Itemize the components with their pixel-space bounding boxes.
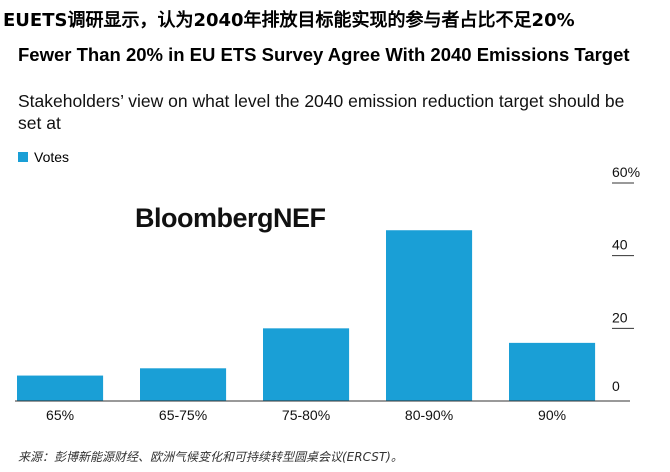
bloombergnef-logo: BloombergNEF [135, 203, 326, 233]
x-tick-label: 65% [46, 407, 74, 423]
bar-65-75% [140, 368, 227, 401]
legend-label: Votes [34, 149, 70, 165]
x-tick-label: 75-80% [282, 407, 330, 423]
headline-chinese: EUETS调研显示，认为2040年排放目标能实现的参与者占比不足20% [3, 10, 575, 31]
x-tick-label: 90% [538, 407, 566, 423]
bar-75-80% [263, 328, 350, 401]
chart-subtitle: Stakeholders’ view on what level the 204… [18, 91, 625, 133]
y-tick-label: 60% [612, 164, 640, 180]
y-tick-label: 0 [612, 378, 620, 394]
y-tick-label: 40 [612, 237, 628, 253]
source-note: 来源：彭博新能源财经、欧洲气候变化和可持续转型圆桌会议(ERCST)。 [18, 450, 403, 464]
x-tick-label: 80-90% [405, 407, 453, 423]
chart-title: Fewer Than 20% in EU ETS Survey Agree Wi… [18, 44, 630, 65]
legend: Votes [18, 149, 69, 165]
bar-80-90% [386, 230, 473, 401]
y-tick-label: 20 [612, 309, 628, 325]
legend-swatch [18, 152, 28, 162]
bar-65% [17, 375, 104, 401]
bar-90% [509, 342, 596, 401]
x-tick-label: 65-75% [159, 407, 207, 423]
